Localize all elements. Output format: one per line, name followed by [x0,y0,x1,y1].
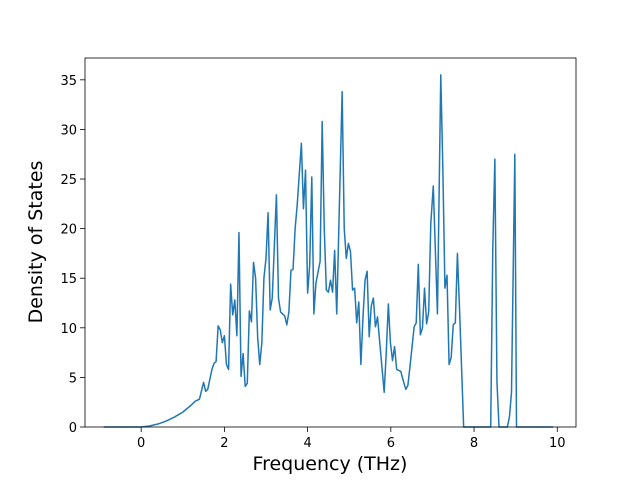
y-tick-label: 30 [60,123,77,138]
y-tick-label: 25 [60,173,77,188]
x-tick-label: 0 [137,436,145,451]
y-tick-label: 10 [60,322,77,337]
x-tick-label: 2 [220,436,228,451]
x-tick-label: 8 [470,436,478,451]
x-tick-label: 4 [303,436,311,451]
y-tick-label: 0 [69,421,77,436]
y-tick-label: 20 [60,223,77,238]
y-tick-label: 5 [69,371,77,386]
x-tick-label: 6 [387,436,395,451]
axes-frame [84,57,577,428]
y-tick-label: 15 [60,272,77,287]
y-axis-label: Density of States [25,161,47,324]
data-line [103,74,554,428]
y-tick-label: 35 [60,74,77,89]
x-axis-label: Frequency (THz) [253,453,408,475]
x-tick-label: 10 [549,436,566,451]
